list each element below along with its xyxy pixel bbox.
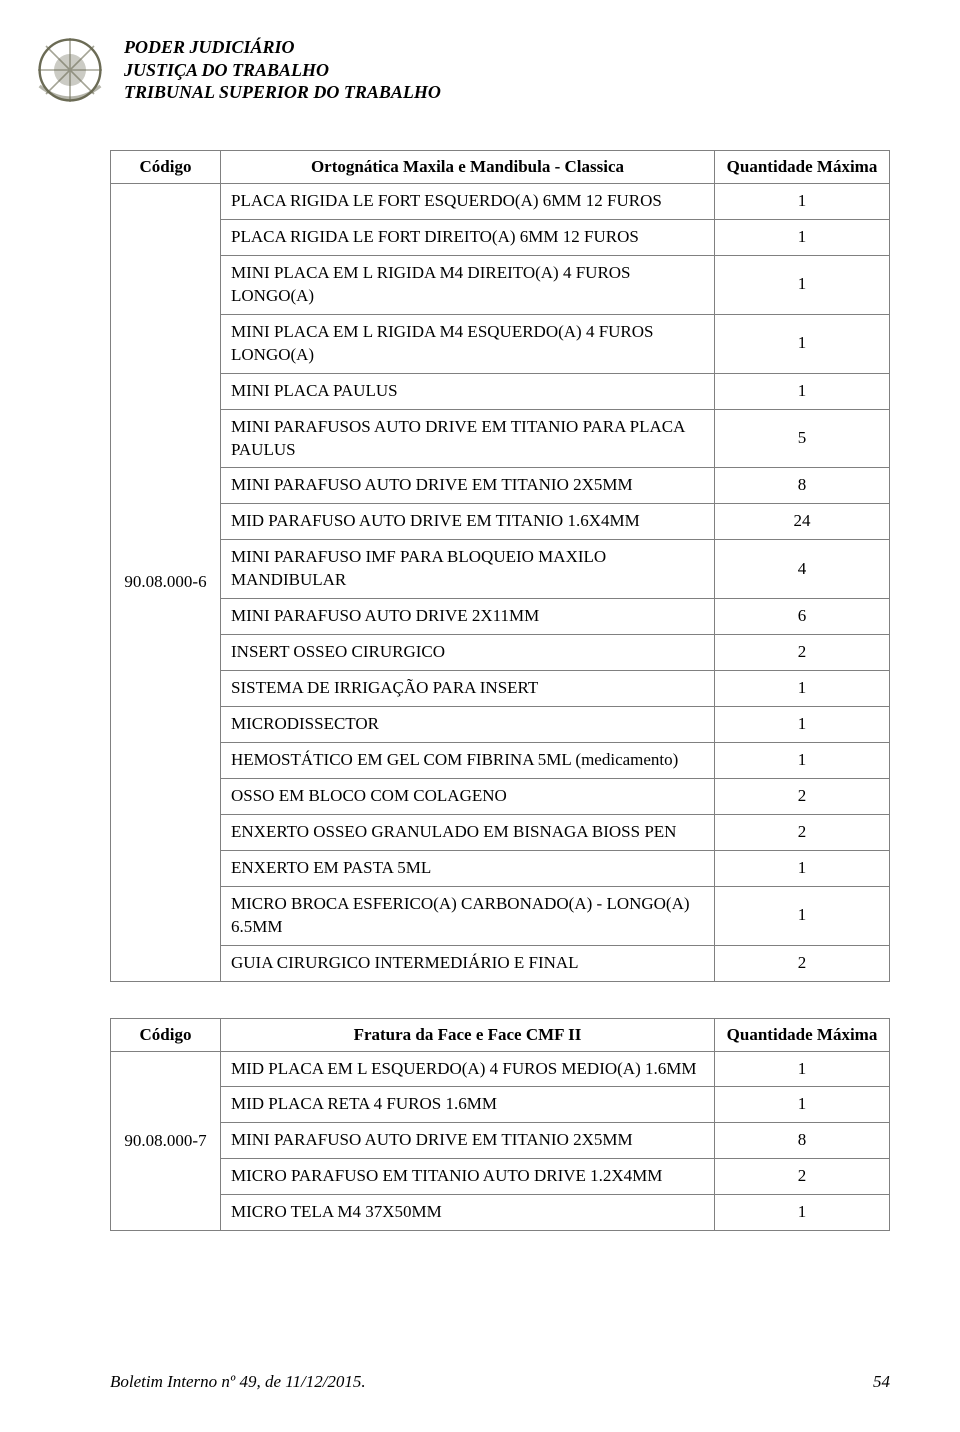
- t2-row-qty: 1: [715, 1195, 889, 1230]
- t1-row-qty: 1: [715, 742, 889, 778]
- t2-desc-nest: MID PLACA EM L ESQUERDO(A) 4 FUROS MEDIO…: [221, 1051, 715, 1231]
- t1-row-qty: 5: [715, 409, 889, 468]
- t2-row-desc: MICRO TELA M4 37X50MM: [221, 1195, 714, 1230]
- t1-row-desc: MICRO BROCA ESFERICO(A) CARBONADO(A) - L…: [221, 886, 714, 945]
- t1-row-desc: MINI PARAFUSO AUTO DRIVE EM TITANIO 2X5M…: [221, 468, 714, 504]
- t2-h-desc: Fratura da Face e Face CMF II: [221, 1018, 715, 1051]
- t1-row-qty: 1: [715, 886, 889, 945]
- t1-row-qty: 1: [715, 255, 889, 314]
- t1-row-desc: MINI PARAFUSO AUTO DRIVE 2X11MM: [221, 599, 714, 635]
- t1-row-qty: 2: [715, 814, 889, 850]
- t2-row-qty: 1: [715, 1052, 889, 1087]
- t1-row-desc: SISTEMA DE IRRIGAÇÃO PARA INSERT: [221, 671, 714, 707]
- t1-row-qty: 1: [715, 707, 889, 743]
- header-line1: PODER JUDICIÁRIO: [124, 36, 441, 59]
- t1-row-desc: GUIA CIRURGICO INTERMEDIÁRIO E FINAL: [221, 945, 714, 980]
- document-header: PODER JUDICIÁRIO JUSTIÇA DO TRABALHO TRI…: [30, 30, 890, 110]
- t1-desc-nest: PLACA RIGIDA LE FORT ESQUERDO(A) 6MM 12 …: [221, 184, 715, 982]
- t2-row-qty: 1: [715, 1087, 889, 1123]
- t2-row-qty: 2: [715, 1159, 889, 1195]
- t1-row-desc: INSERT OSSEO CIRURGICO: [221, 635, 714, 671]
- footer: Boletim Interno nº 49, de 11/12/2015. 54: [110, 1372, 890, 1392]
- t1-h-code: Código: [111, 151, 221, 184]
- t1-row-desc: ENXERTO OSSEO GRANULADO EM BISNAGA BIOSS…: [221, 814, 714, 850]
- t1-row-qty: 1: [715, 671, 889, 707]
- header-text: PODER JUDICIÁRIO JUSTIÇA DO TRABALHO TRI…: [124, 30, 441, 104]
- t1-row-desc: MID PARAFUSO AUTO DRIVE EM TITANIO 1.6X4…: [221, 504, 714, 540]
- t1-row-qty: 1: [715, 219, 889, 255]
- t1-row-desc: OSSO EM BLOCO COM COLAGENO: [221, 778, 714, 814]
- t1-row-qty: 4: [715, 540, 889, 599]
- t2-code: 90.08.000-7: [111, 1051, 221, 1231]
- t1-row-desc: MINI PARAFUSO IMF PARA BLOQUEIO MAXILO M…: [221, 540, 714, 599]
- t1-row-qty: 2: [715, 635, 889, 671]
- t1-row-desc: MINI PLACA EM L RIGIDA M4 DIREITO(A) 4 F…: [221, 255, 714, 314]
- t1-row-desc: MINI PLACA PAULUS: [221, 373, 714, 409]
- t2-row-desc: MID PLACA RETA 4 FUROS 1.6MM: [221, 1087, 714, 1123]
- t1-code: 90.08.000-6: [111, 184, 221, 982]
- t1-qty-nest: 11111582446211122112: [715, 184, 890, 982]
- header-line2: JUSTIÇA DO TRABALHO: [124, 59, 441, 82]
- t1-h-qty: Quantidade Máxima: [715, 151, 890, 184]
- t1-row-qty: 1: [715, 184, 889, 219]
- t2-row-desc: MICRO PARAFUSO EM TITANIO AUTO DRIVE 1.2…: [221, 1159, 714, 1195]
- t1-row-desc: MINI PARAFUSOS AUTO DRIVE EM TITANIO PAR…: [221, 409, 714, 468]
- t1-row-qty: 2: [715, 778, 889, 814]
- t1-row-qty: 1: [715, 314, 889, 373]
- t1-row-desc: ENXERTO EM PASTA 5ML: [221, 850, 714, 886]
- t1-row-qty: 8: [715, 468, 889, 504]
- t1-row-qty: 1: [715, 373, 889, 409]
- t2-h-code: Código: [111, 1018, 221, 1051]
- t1-row-qty: 2: [715, 945, 889, 980]
- t2-qty-nest: 11821: [715, 1051, 890, 1231]
- t1-row-qty: 6: [715, 599, 889, 635]
- table-ortognatica: Código Ortognática Maxila e Mandibula - …: [110, 150, 890, 982]
- t2-row-desc: MID PLACA EM L ESQUERDO(A) 4 FUROS MEDIO…: [221, 1052, 714, 1087]
- table-fratura: Código Fratura da Face e Face CMF II Qua…: [110, 1018, 890, 1232]
- footer-text: Boletim Interno nº 49, de 11/12/2015.: [110, 1372, 366, 1392]
- t1-row-qty: 1: [715, 850, 889, 886]
- t2-row-desc: MINI PARAFUSO AUTO DRIVE EM TITANIO 2X5M…: [221, 1123, 714, 1159]
- t1-row-desc: HEMOSTÁTICO EM GEL COM FIBRINA 5ML (medi…: [221, 742, 714, 778]
- t1-row-desc: MICRODISSECTOR: [221, 707, 714, 743]
- t1-row-desc: PLACA RIGIDA LE FORT ESQUERDO(A) 6MM 12 …: [221, 184, 714, 219]
- t1-row-desc: PLACA RIGIDA LE FORT DIREITO(A) 6MM 12 F…: [221, 219, 714, 255]
- page-number: 54: [873, 1372, 890, 1392]
- header-line3: TRIBUNAL SUPERIOR DO TRABALHO: [124, 81, 441, 104]
- t2-row-qty: 8: [715, 1123, 889, 1159]
- t2-h-qty: Quantidade Máxima: [715, 1018, 890, 1051]
- t1-row-desc: MINI PLACA EM L RIGIDA M4 ESQUERDO(A) 4 …: [221, 314, 714, 373]
- t1-row-qty: 24: [715, 504, 889, 540]
- t1-h-desc: Ortognática Maxila e Mandibula - Classic…: [221, 151, 715, 184]
- crest-icon: [30, 30, 110, 110]
